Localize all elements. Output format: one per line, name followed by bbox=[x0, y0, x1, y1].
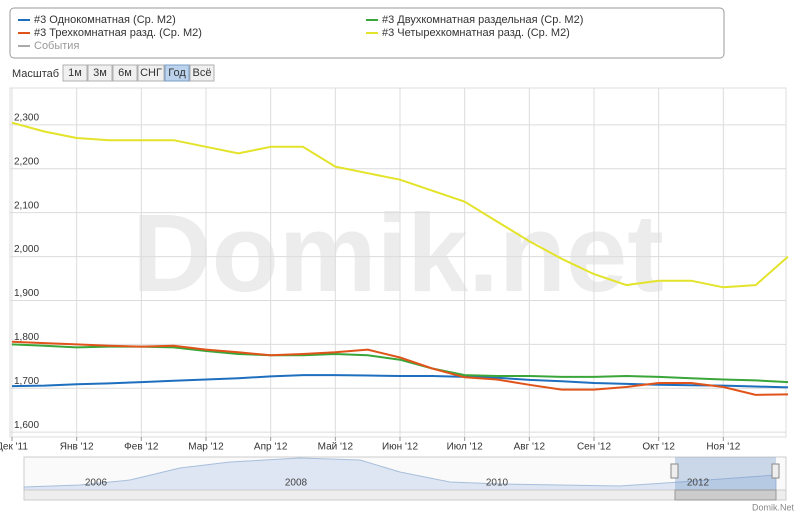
legend-label: #3 Четырехкомнатная разд. (Ср. М2) bbox=[382, 27, 570, 39]
y-tick-label: 1,900 bbox=[14, 288, 39, 299]
x-tick-label: Окт '12 bbox=[642, 442, 675, 453]
credit: Domik.Net bbox=[752, 502, 795, 512]
navigator bbox=[23, 456, 787, 501]
watermark: Domik.net bbox=[132, 192, 664, 315]
zoom-button-label: 6м bbox=[118, 67, 132, 79]
x-tick-label: Июл '12 bbox=[447, 442, 484, 453]
x-tick-label: Ноя '12 bbox=[706, 442, 740, 453]
legend-label: #3 Двухкомнатная раздельная (Ср. М2) bbox=[382, 14, 583, 26]
x-tick-label: Дек '11 bbox=[0, 442, 28, 453]
y-tick-label: 2,200 bbox=[14, 156, 39, 167]
zoom-label: Масштаб bbox=[12, 68, 59, 80]
zoom-button[interactable] bbox=[87, 64, 113, 82]
y-tick-label: 1,600 bbox=[14, 420, 39, 431]
scrollbar-thumb[interactable] bbox=[674, 489, 777, 501]
x-tick-label: Фев '12 bbox=[124, 442, 159, 453]
navigator-label: 2010 bbox=[486, 478, 509, 489]
zoom-button[interactable] bbox=[112, 64, 138, 82]
x-tick-label: Сен '12 bbox=[577, 442, 612, 453]
legend-label: #3 Однокомнатная (Ср. М2) bbox=[34, 14, 176, 26]
zoom-button[interactable] bbox=[164, 64, 190, 82]
y-tick-label: 1,700 bbox=[14, 376, 39, 387]
zoom-button[interactable] bbox=[137, 64, 165, 82]
series-line bbox=[11, 340, 789, 396]
x-tick-label: Янв '12 bbox=[60, 442, 94, 453]
plot-area bbox=[9, 87, 787, 438]
series-line bbox=[11, 121, 789, 289]
x-tick-label: Апр '12 bbox=[254, 442, 288, 453]
zoom-button-label: Год bbox=[168, 67, 186, 79]
navigator-area bbox=[23, 457, 777, 491]
navigator-label: 2012 bbox=[687, 478, 710, 489]
navigator-label: 2008 bbox=[285, 478, 308, 489]
x-tick-label: Июн '12 bbox=[382, 442, 418, 453]
zoom-button-label: Всё bbox=[193, 67, 212, 79]
navigator-handle[interactable] bbox=[771, 463, 780, 479]
x-tick-label: Май '12 bbox=[318, 442, 354, 453]
zoom-button-label: 3м bbox=[93, 67, 107, 79]
y-tick-label: 2,000 bbox=[14, 244, 39, 255]
y-tick-label: 2,100 bbox=[14, 200, 39, 211]
x-tick-label: Авг '12 bbox=[514, 442, 546, 453]
y-tick-label: 1,800 bbox=[14, 332, 39, 343]
x-tick-label: Мар '12 bbox=[188, 442, 224, 453]
y-tick-label: 2,300 bbox=[14, 113, 39, 124]
zoom-button[interactable] bbox=[62, 64, 88, 82]
zoom-button[interactable] bbox=[189, 64, 215, 82]
navigator-handle[interactable] bbox=[670, 463, 679, 479]
series-line bbox=[11, 374, 789, 389]
navigator-range[interactable] bbox=[675, 457, 776, 490]
zoom-button-label: СНГ bbox=[140, 67, 162, 79]
scrollbar[interactable] bbox=[23, 489, 787, 501]
legend-label: События bbox=[34, 40, 79, 52]
zoom-button-label: 1м bbox=[68, 67, 82, 79]
navigator-label: 2006 bbox=[85, 478, 108, 489]
legend-label: #3 Трехкомнатная разд. (Ср. М2) bbox=[34, 27, 202, 39]
